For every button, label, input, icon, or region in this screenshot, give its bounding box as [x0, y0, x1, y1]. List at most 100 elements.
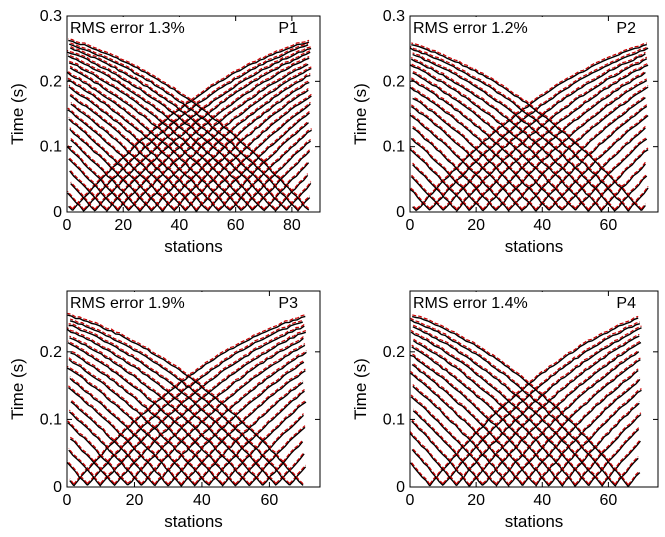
modeled-curve-shot-42-left — [410, 84, 550, 209]
y-tick-label: 0.1 — [383, 411, 405, 428]
x-tick-label: 0 — [63, 217, 72, 234]
observed-curve-shot-42-left — [410, 86, 550, 211]
x-tick-label: 40 — [171, 217, 189, 234]
modeled-curve-shot-38-left — [412, 96, 537, 210]
modeled-curve-shot-78-right — [285, 181, 312, 210]
y-tick-label: 0.1 — [40, 411, 62, 428]
traveltime-curves — [410, 42, 649, 212]
modeled-curve-shot-62-left — [412, 52, 616, 210]
modeled-curve-shot-10-right — [100, 323, 305, 484]
observed-curve-shot-42-left — [70, 103, 186, 211]
modeled-curve-shot-62-right — [275, 451, 305, 484]
modeled-curve-shot-14-right — [455, 56, 648, 211]
observed-curve-shot-62-right — [614, 457, 639, 487]
modeled-curve-shot-14-left — [412, 162, 457, 209]
modeled-curve-shot-18-left — [410, 147, 470, 210]
observed-curve-shot-26-left — [70, 401, 156, 486]
observed-curve-shot-62-left — [412, 53, 616, 212]
modeled-curve-shot-62-right — [614, 173, 648, 210]
modeled-curve-shot-46-right — [221, 399, 307, 485]
modeled-curve-shot-22-right — [482, 340, 642, 484]
modeled-curve-shot-42-right — [208, 389, 305, 485]
observed-curve-shot-66-left — [410, 47, 629, 212]
modeled-curve-shot-30-right — [508, 84, 649, 209]
annotation-backing — [411, 17, 551, 37]
modeled-curve-shot-26-left — [70, 138, 141, 211]
modeled-curve-shot-58-left — [67, 327, 264, 485]
observed-curve-shot-58-left — [412, 326, 603, 486]
observed-curve-shot-54-right — [588, 149, 649, 212]
y-axis-label: Time (s) — [351, 358, 370, 420]
x-tick-label: 40 — [533, 492, 551, 509]
y-axis-label: Time (s) — [351, 83, 370, 145]
x-tick-label: 60 — [261, 492, 279, 509]
modeled-curve-shot-82-left — [68, 41, 298, 209]
modeled-curve-shot-22-right — [140, 343, 306, 485]
modeled-curve-shot-22-right — [128, 62, 309, 210]
observed-curve-shot-46-left — [70, 352, 223, 486]
observed-curve-shot-66-right — [251, 150, 311, 211]
modeled-curve-shot-10-left — [70, 181, 96, 210]
modeled-curve-shot-6-left — [67, 190, 85, 211]
modeled-curve-shot-46-left — [411, 344, 563, 485]
x-tick-label: 0 — [406, 492, 415, 509]
panel-p2: 0 20 40 60 0 0.1 0.2 0.3 stations Time (s) RMS err… — [351, 8, 659, 256]
x-tick-label: 60 — [227, 217, 245, 234]
observed-curve-shot-10-left — [411, 449, 444, 487]
modeled-curve-shot-46-left — [69, 93, 197, 211]
modeled-curve-shot-70-left — [67, 312, 304, 485]
annotation-backing — [411, 292, 551, 312]
observed-curve-shot-62-left — [68, 324, 277, 486]
observed-curve-shot-66-left — [68, 62, 254, 212]
observed-curve-shot-38-left — [411, 364, 537, 486]
y-tick-label: 0.2 — [40, 73, 62, 90]
panel-p1: 0 20 40 60 80 0 0.1 0.2 0.3 stations Time (s) RMS e… — [8, 8, 321, 256]
modeled-curve-shot-42-right — [548, 113, 649, 210]
observed-curve-shot-10-left — [68, 449, 102, 487]
modeled-curve-shot-50-left — [412, 338, 576, 486]
observed-curve-shot-14-right — [455, 327, 642, 487]
modeled-curve-shot-66-right — [627, 185, 649, 210]
rms-error-annotation: RMS error 1.9% — [70, 295, 185, 312]
modeled-curve-shot-26-right — [154, 350, 307, 485]
observed-curve-shot-14-left — [412, 164, 457, 211]
observed-curve-shot-34-right — [181, 370, 306, 487]
y-tick-label: 0.1 — [40, 139, 62, 156]
observed-curve-shot-54-left — [410, 331, 590, 487]
modeled-curve-shot-50-right — [574, 412, 642, 485]
observed-curve-shot-50-right — [574, 413, 642, 487]
x-axis-label: stations — [505, 237, 564, 256]
y-tick-label: 0 — [53, 204, 62, 221]
modeled-curve-shot-18-right — [127, 336, 304, 484]
modeled-curve-shot-46-right — [561, 125, 646, 209]
observed-curve-shot-58-right — [229, 129, 312, 211]
observed-curve-shot-6-left — [67, 462, 88, 486]
observed-curve-shot-18-left — [410, 148, 471, 212]
modeled-curve-shot-10-right — [442, 51, 646, 210]
x-tick-label: 20 — [114, 217, 132, 234]
observed-curve-shot-70-left — [411, 44, 643, 212]
modeled-curve-shot-50-left — [412, 70, 576, 209]
x-tick-label: 40 — [533, 217, 551, 234]
modeled-curve-shot-46-right — [195, 101, 311, 211]
modeled-curve-shot-18-left — [411, 419, 470, 486]
modeled-curve-shot-58-right — [601, 161, 646, 209]
observed-curve-shot-38-left — [412, 97, 537, 212]
observed-curve-shot-66-right — [627, 472, 641, 487]
x-tick-label: 20 — [126, 492, 144, 509]
observed-curve-shot-18-right — [468, 64, 649, 211]
observed-curve-shot-50-left — [412, 340, 576, 487]
observed-curve-shot-62-left — [69, 67, 242, 212]
observed-curve-shot-14-right — [455, 58, 648, 212]
modeled-curve-shot-58-right — [229, 128, 312, 210]
modeled-curve-shot-18-right — [469, 62, 649, 209]
observed-curve-shot-66-right — [289, 466, 307, 486]
x-axis-label: stations — [164, 237, 223, 256]
observed-curve-shot-66-left — [69, 320, 291, 486]
observed-curve-shot-6-right — [429, 317, 639, 487]
observed-curve-shot-30-left — [69, 128, 152, 212]
observed-curve-shot-26-left — [412, 127, 497, 212]
observed-curve-shot-54-right — [588, 428, 640, 487]
modeled-curve-shot-54-right — [248, 425, 306, 485]
